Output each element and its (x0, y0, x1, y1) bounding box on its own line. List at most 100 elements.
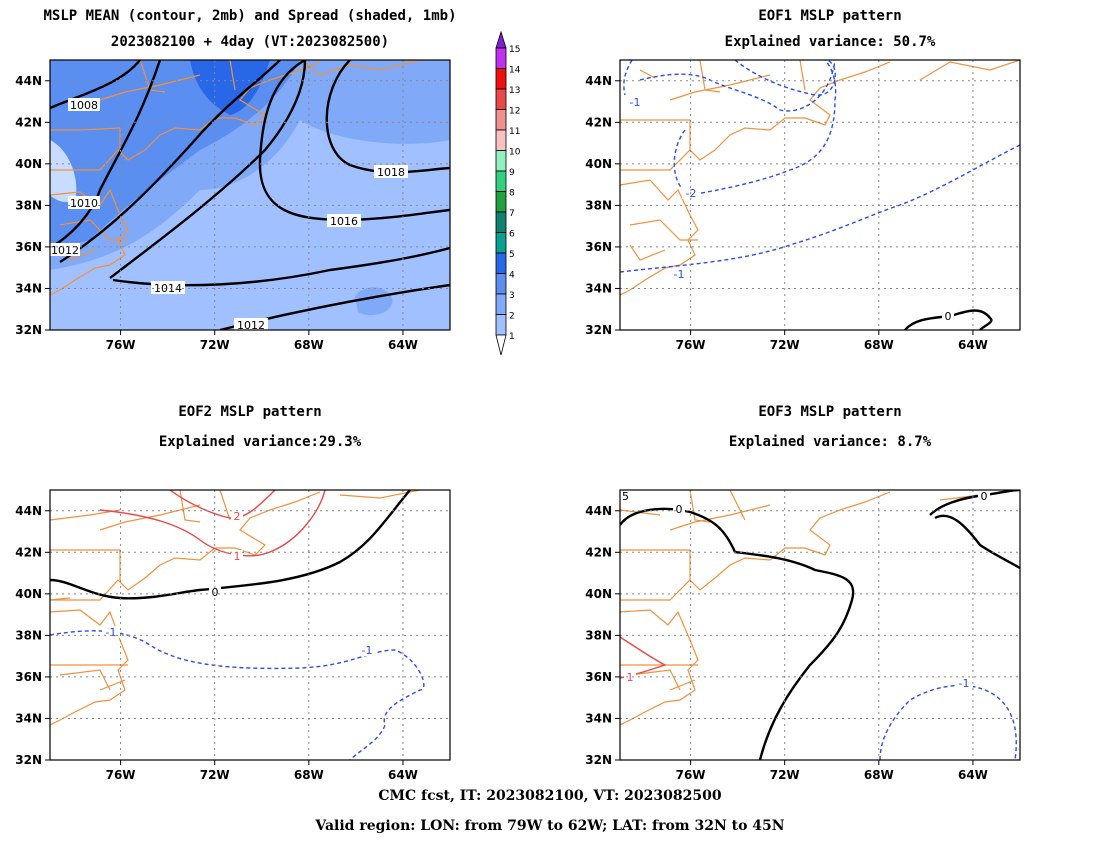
y-tick-label: 40N (15, 587, 42, 601)
contour-label: 1014 (154, 282, 182, 295)
y-tick-label: 42N (15, 545, 42, 559)
colorbar-label: 9 (509, 168, 515, 178)
contour-label: 1012 (51, 244, 79, 257)
colorbar-label: 14 (509, 66, 521, 76)
panel4-plot (620, 490, 1020, 760)
panel4-frame (619, 489, 1021, 761)
contour-label: 1010 (70, 197, 98, 210)
x-tick-label: 72W (770, 768, 800, 782)
panel3-axes: 76W 72W 68W 64W 44N 42N 40N 38N 36N 34N 32N (15, 489, 451, 782)
y-tick-label: 36N (15, 240, 42, 254)
contour-label: -1 (106, 626, 117, 639)
colorbar-label: 11 (509, 127, 520, 137)
colorbar-label: 12 (509, 107, 520, 117)
panel1-frame (49, 59, 451, 331)
x-tick-label: 64W (958, 768, 988, 782)
contour-label: 1012 (237, 319, 265, 332)
panel3-frame (49, 489, 451, 761)
colorbar-box (495, 170, 507, 192)
panel1-plot (50, 60, 450, 330)
x-tick-label: 72W (200, 768, 230, 782)
contour-label: 1018 (377, 166, 405, 179)
contour-label: 2 (234, 510, 241, 523)
spread-shade-1 (50, 140, 77, 203)
y-tick-label: 36N (585, 240, 612, 254)
y-tick-label: 44N (15, 74, 42, 88)
coastline-p3 (50, 490, 421, 726)
contour-label: -1 (630, 96, 641, 109)
contour-label: 0 (981, 490, 988, 503)
eof2-positive-contours (99, 490, 326, 557)
colorbar-label: 6 (509, 230, 515, 240)
y-tick-label: 32N (585, 753, 612, 767)
eof1-zero-line (904, 309, 993, 330)
y-tick-label: 38N (585, 628, 612, 642)
panel1-axes: 76W 72W 68W 64W 44N 42N 40N 38N 36N 34N 32N (15, 59, 451, 352)
contour-label: 1016 (330, 215, 358, 228)
colorbar: 15 14 13 12 11 10 9 8 7 6 5 4 3 2 1 (495, 30, 521, 356)
y-tick-label: 32N (15, 323, 42, 337)
panel2-title: EOF1 MSLP pattern (758, 8, 902, 24)
panel3-plot (50, 490, 425, 760)
panel3-subtitle: Explained variance:29.3% (158, 434, 362, 450)
colorbar-label: 2 (509, 312, 515, 322)
contour-label: -1 (674, 268, 685, 281)
contour-label: 0 (676, 503, 683, 516)
colorbar-box (495, 68, 507, 90)
y-tick-label: 34N (15, 281, 42, 295)
x-tick-label: 72W (200, 338, 230, 352)
eof1-contours (620, 60, 1020, 273)
panel1-title: MSLP MEAN (contour, 2mb) and Spread (sha… (43, 8, 457, 24)
panel4-axes: 76W 72W 68W 64W 44N 42N 40N 38N 36N 34N 32N (585, 489, 1021, 782)
x-tick-label: 76W (676, 338, 706, 352)
colorbar-box (495, 88, 507, 110)
y-tick-label: 38N (15, 198, 42, 212)
eof2-zero-line (50, 490, 411, 600)
y-tick-label: 38N (15, 628, 42, 642)
panel1-subtitle: 2023082100 + 4day (VT:2023082500) (110, 34, 390, 50)
colorbar-label: 15 (509, 45, 520, 55)
eof3-zero-lines (620, 490, 1020, 760)
x-tick-label: 76W (106, 768, 136, 782)
y-tick-label: 44N (15, 504, 42, 518)
contour-label: -1 (959, 677, 970, 690)
x-tick-label: 68W (864, 338, 894, 352)
y-tick-label: 42N (585, 115, 612, 129)
footer-line-1: CMC fcst, IT: 2023082100, VT: 2023082500 (378, 788, 722, 804)
panel2-axes: 76W 72W 68W 64W 44N 42N 40N 38N 36N 34N 32N (585, 59, 1021, 352)
panel4-contour-labels: 5 0 0 1 -1 (622, 490, 990, 690)
y-tick-label: 42N (585, 545, 612, 559)
colorbar-box (495, 273, 507, 295)
y-tick-label: 34N (15, 711, 42, 725)
panel2-plot (620, 60, 1020, 330)
panel4-subtitle: Explained variance: 8.7% (728, 434, 932, 450)
coastline-p4 (620, 490, 1020, 726)
y-tick-label: 36N (15, 670, 42, 684)
contour-label: 0 (945, 310, 952, 323)
x-tick-label: 72W (770, 338, 800, 352)
colorbar-box (495, 109, 507, 131)
y-tick-label: 36N (585, 670, 612, 684)
contour-label: -1 (362, 644, 373, 657)
contour-label: 1008 (70, 99, 98, 112)
y-tick-label: 44N (585, 504, 612, 518)
panel3-contour-labels: 2 1 0 -1 -1 (102, 510, 376, 657)
y-tick-label: 40N (585, 587, 612, 601)
colorbar-box (495, 211, 507, 233)
spread-blob (355, 287, 393, 316)
panel2-frame (619, 59, 1021, 331)
eof2-negative-contour (50, 630, 425, 760)
colorbar-box (495, 252, 507, 274)
contour-label: 5 (622, 490, 629, 503)
x-tick-label: 68W (294, 338, 324, 352)
panel3-title: EOF2 MSLP pattern (178, 404, 322, 420)
colorbar-box (495, 232, 507, 254)
colorbar-box (495, 150, 507, 172)
colorbar-box (495, 191, 507, 213)
x-tick-label: 76W (676, 768, 706, 782)
y-tick-label: 42N (15, 115, 42, 129)
contour-label: 1 (234, 550, 241, 563)
y-tick-label: 44N (585, 74, 612, 88)
colorbar-label: 5 (509, 250, 515, 260)
